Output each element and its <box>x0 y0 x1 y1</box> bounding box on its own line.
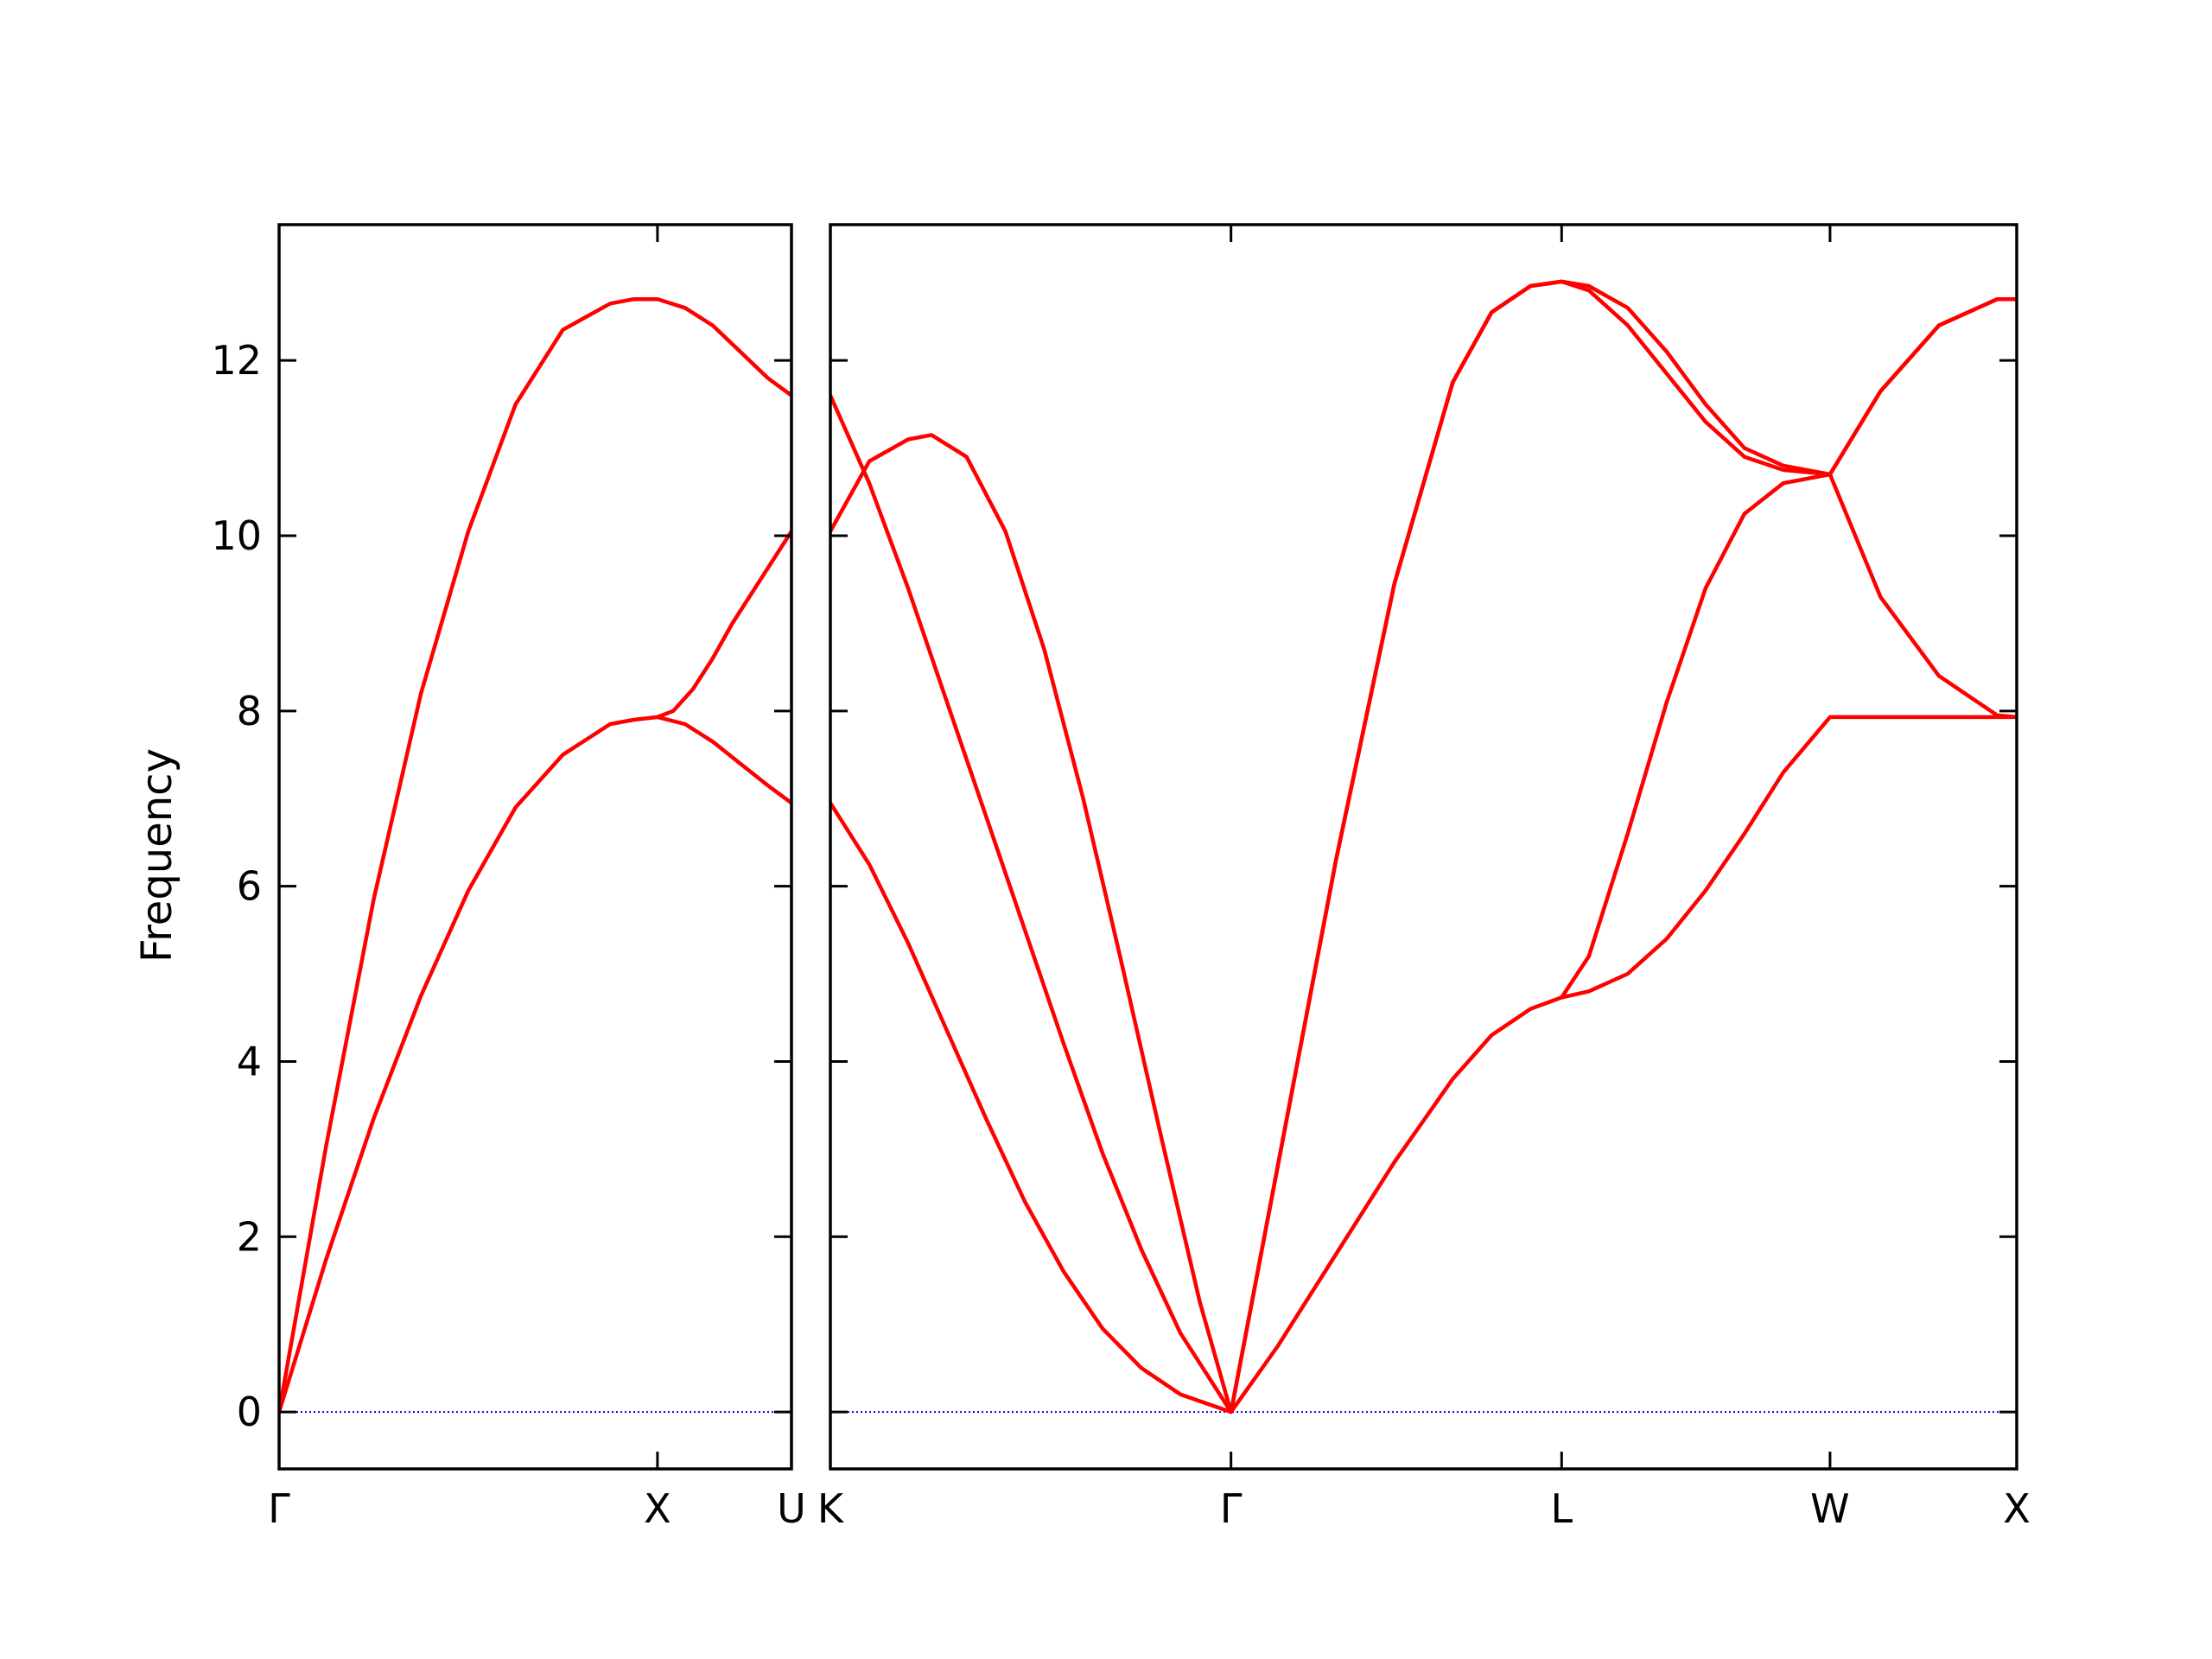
x-tick-label: X <box>2003 1485 2031 1532</box>
y-tick-label: 6 <box>237 863 262 910</box>
series-line-3 <box>830 279 2017 1414</box>
series-line-2 <box>279 296 791 1414</box>
x-tick-label: U <box>777 1485 806 1532</box>
series-line-1 <box>279 715 791 1414</box>
y-tick-label: 8 <box>237 688 262 734</box>
x-tick-label: Γ <box>1220 1485 1243 1532</box>
series-line-4 <box>1560 296 2017 1000</box>
y-tick-label: 4 <box>237 1038 262 1084</box>
panel-frame <box>277 223 793 1471</box>
series-line-2 <box>830 279 2017 1414</box>
panel-frame <box>829 223 2018 1471</box>
series-line-1 <box>830 715 2017 1414</box>
x-tick-label: K <box>817 1485 845 1532</box>
x-tick-label: Γ <box>268 1485 290 1532</box>
series-line-3 <box>655 529 791 720</box>
panel-1: 0 2 4 6 8 10 12 Γ X U <box>211 223 806 1532</box>
x-tick-label: L <box>1550 1485 1573 1532</box>
y-tick-label: 12 <box>211 337 262 384</box>
x-tick-label: X <box>644 1485 671 1532</box>
y-tick-label: 0 <box>237 1389 262 1435</box>
y-axis-label: Frequency <box>133 748 181 963</box>
y-tick-label: 10 <box>211 512 262 559</box>
x-tick-label: W <box>1810 1485 1849 1532</box>
y-tick-label: 2 <box>237 1213 262 1260</box>
